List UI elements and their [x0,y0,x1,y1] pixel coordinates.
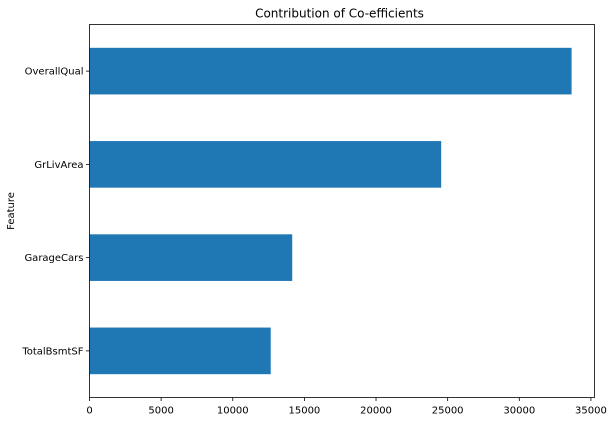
y-tick-label: GarageCars [24,253,83,264]
y-axis-label: Feature [6,192,17,230]
y-axis-ticks: TotalBsmtSF GarageCars GrLivArea OverallQua… [21,67,90,357]
y-tick-label: TotalBsmtSF [21,346,83,357]
bar-OverallQual [89,47,572,95]
plot-frame [89,24,595,398]
x-tick-label: 35000 [575,406,607,417]
y-tick-label: OverallQual [25,67,84,78]
bar-GrLivArea [89,141,442,188]
x-tick-label: 5000 [148,406,173,417]
chart-title: Contribution of Co-efficients [255,7,424,21]
x-tick-label: 0 [86,406,92,417]
x-axis-ticks: 0 5000 10000 15000 20000 25000 30000 35000 [86,397,607,417]
x-tick-label: 15000 [288,406,320,417]
bar-GarageCars [89,234,293,281]
x-tick-label: 10000 [217,406,249,417]
x-tick-label: 20000 [360,406,392,417]
bar-TotalBsmtSF [89,327,271,375]
y-tick-label: GrLivArea [34,160,83,171]
x-tick-label: 30000 [503,406,535,417]
bars-group [89,47,572,375]
x-tick-label: 25000 [432,406,464,417]
